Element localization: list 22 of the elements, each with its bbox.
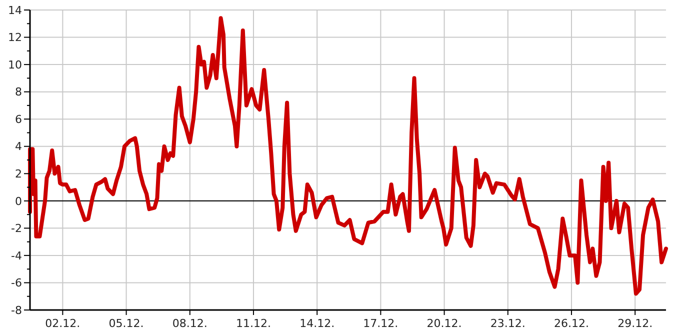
x-tick-label: 17.12. [363, 317, 398, 330]
x-tick-label: 26.12. [554, 317, 589, 330]
x-tick-label: 14.12. [300, 317, 335, 330]
y-tick-label: 4 [15, 140, 22, 154]
x-tick-label: 20.12. [426, 317, 462, 330]
x-tick-label: 11.12. [236, 317, 271, 330]
y-tick-label: 8 [15, 86, 22, 99]
y-tick-label: -8 [11, 304, 22, 317]
x-tick-label: 29.12. [618, 317, 653, 330]
x-tick-label: 02.12. [45, 317, 80, 330]
y-tick-label: -2 [11, 222, 22, 236]
y-tick-label: -6 [11, 276, 22, 290]
x-tick-label: 05.12. [108, 317, 144, 330]
y-tick-label: 12 [8, 31, 22, 44]
y-tick-label: 6 [15, 112, 22, 126]
x-tick-label: 08.12. [172, 317, 208, 330]
y-tick-label: 2 [15, 167, 22, 180]
x-tick-label: 23.12. [490, 317, 526, 330]
y-tick-label: 0 [15, 194, 22, 208]
y-tick-label: -4 [11, 249, 22, 262]
y-tick-label: 10 [8, 58, 22, 72]
y-tick-label: 14 [8, 4, 22, 17]
